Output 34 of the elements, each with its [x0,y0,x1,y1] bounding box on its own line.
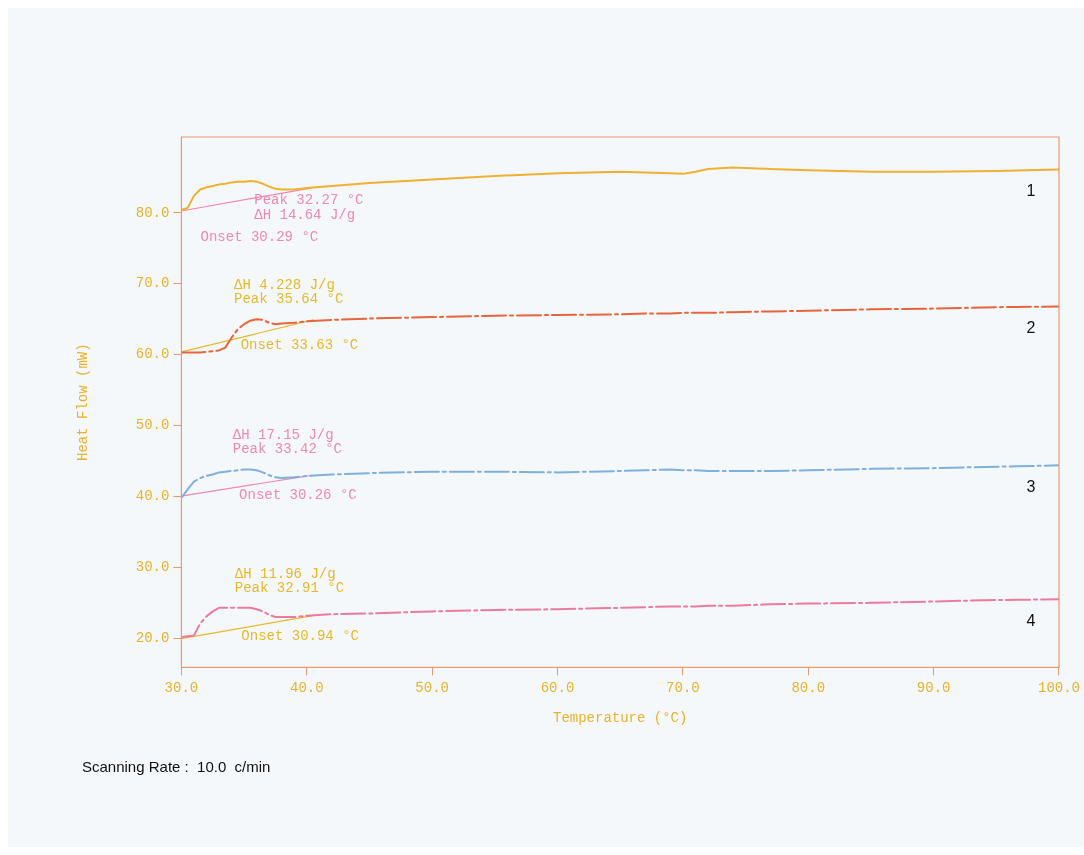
x-axis-title: Temperature (°C) [552,710,688,727]
x-tick-label: 50.0 [415,679,449,696]
x-tick-label: 90.0 [916,679,951,696]
annotation: Peak 32.27 °C [254,191,364,208]
annotation: ΔH 14.64 J/g [254,206,356,223]
x-tick-label: 70.0 [666,679,700,696]
annotation: Onset 30.29 °C [200,229,319,246]
x-tick-label: 60.0 [540,679,575,696]
y-tick-label: 20.0 [135,630,170,647]
y-tick-label: 60.0 [135,346,170,363]
series-label: 2 [1026,318,1036,336]
y-tick-label: 30.0 [135,559,170,576]
line-series [181,598,1059,638]
y-axis-title: Heat Flow (mW) [75,343,92,462]
text: Scanning Rate : 10.0 c/min [82,758,271,775]
x-tick-label: 80.0 [791,679,826,696]
x-tick-label: 30.0 [164,679,199,696]
annotation: Onset 33.63 °C [240,337,359,354]
y-tick-label: 50.0 [135,417,170,434]
series-label: 1 [1026,182,1036,200]
line-series [181,305,1059,354]
annotation: ΔH 4.228 J/g [234,276,335,293]
y-tick-label: 70.0 [135,275,170,292]
annotation: Onset 30.94 °C [241,627,359,644]
series-label: 4 [1026,611,1036,629]
annotation: ΔH 11.96 J/g [234,565,336,582]
series-label: 3 [1026,477,1036,495]
annotation: Peak 33.42 °C [232,441,343,458]
y-tick-label: 40.0 [135,488,170,505]
y-tick-label: 80.0 [135,204,170,221]
annotation: Onset 30.26 °C [239,486,357,503]
x-tick-label: 40.0 [289,679,324,696]
line-series [181,464,1059,499]
x-tick-label: 100.0 [1037,679,1080,696]
